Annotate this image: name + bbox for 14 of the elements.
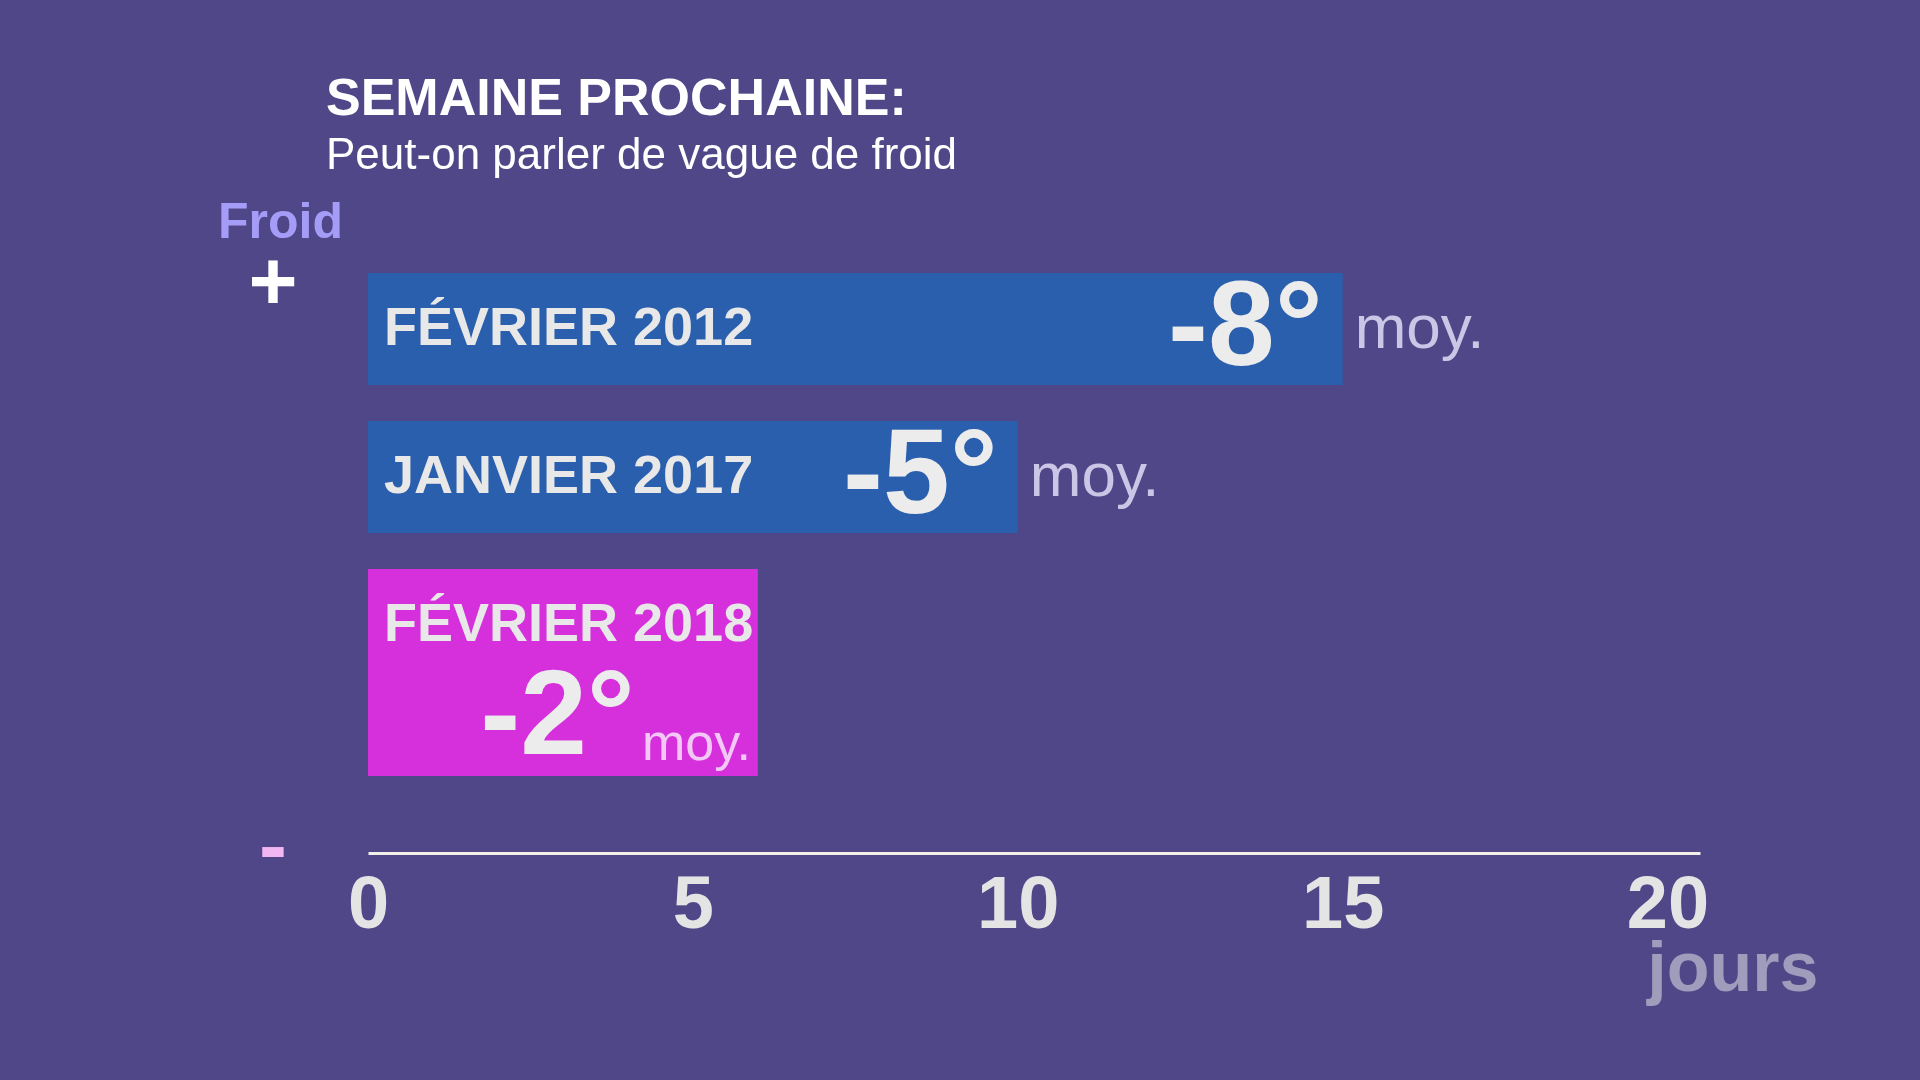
x-tick-label: 15: [1301, 860, 1385, 944]
annotation: moy.: [1029, 440, 1160, 509]
x-tick-label: 5: [672, 860, 714, 944]
annotation: moy.: [1354, 292, 1485, 361]
annotation: -5°: [843, 404, 998, 538]
y-tick-label: JANVIER 2017: [384, 444, 754, 504]
x-tick-label: 0: [347, 860, 390, 944]
annotation: moy.: [642, 713, 751, 771]
y-tick-label: FÉVRIER 2012: [384, 296, 754, 356]
text: -: [259, 798, 287, 892]
x-tick-label: 10: [977, 860, 1060, 944]
chart-title: SEMAINE PROCHAINE:: [326, 68, 907, 126]
chart-subtitle: Peut-on parler de vague de froid: [326, 129, 958, 178]
annotation: -8°: [1167, 256, 1323, 390]
